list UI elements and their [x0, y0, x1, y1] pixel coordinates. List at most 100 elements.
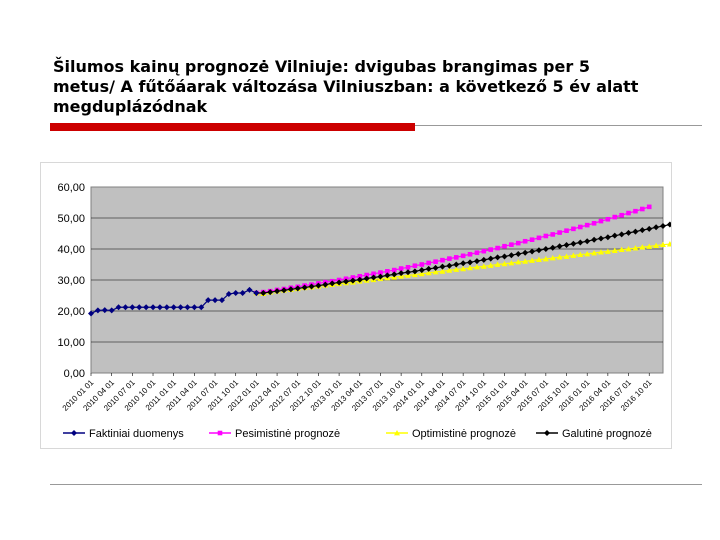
- data-point-pesimistine-prognoze: [350, 275, 356, 280]
- data-point-pesimistine-prognoze: [357, 273, 363, 279]
- data-point-faktiniai-duomenys: [198, 304, 205, 311]
- data-point-pesimistine-prognoze: [612, 214, 618, 220]
- data-point-optimistine-prognoze: [508, 259, 515, 266]
- y-tick-label: 40,00: [57, 244, 85, 256]
- accent-bar: [50, 123, 415, 131]
- data-point-pesimistine-prognoze: [412, 263, 418, 269]
- data-point-galutine-prognoze: [494, 254, 501, 261]
- data-point-pesimistine-prognoze: [405, 264, 411, 270]
- data-point-faktiniai-duomenys: [88, 310, 94, 317]
- data-point-optimistine-prognoze: [529, 257, 536, 263]
- data-point-galutine-prognoze: [591, 236, 598, 243]
- data-point-galutine-prognoze: [308, 283, 315, 290]
- data-point-pesimistine-prognoze: [515, 240, 521, 246]
- y-tick-label: 0,00: [64, 368, 85, 380]
- data-point-galutine-prognoze: [301, 284, 308, 291]
- data-point-optimistine-prognoze: [660, 241, 666, 248]
- data-point-pesimistine-prognoze: [460, 253, 466, 259]
- data-point-galutine-prognoze: [542, 246, 549, 252]
- data-point-galutine-prognoze: [515, 250, 522, 257]
- data-point-galutine-prognoze: [370, 274, 377, 281]
- data-point-galutine-prognoze: [522, 249, 529, 256]
- data-point-optimistine-prognoze: [570, 252, 577, 258]
- data-point-pesimistine-prognoze: [591, 220, 597, 226]
- data-point-galutine-prognoze: [604, 234, 611, 241]
- data-point-galutine-prognoze: [287, 286, 294, 293]
- data-point-faktiniai-duomenys: [94, 307, 101, 314]
- data-point-galutine-prognoze: [646, 225, 653, 232]
- data-point-optimistine-prognoze: [639, 244, 646, 250]
- legend-label-pesimistine-prognoze: Pesimistinė prognozė: [235, 428, 340, 440]
- slide-title: Šilumos kainų prognozė Vilniuje: dviguba…: [53, 57, 639, 116]
- data-point-galutine-prognoze: [563, 241, 570, 248]
- data-point-optimistine-prognoze: [632, 245, 639, 251]
- data-point-galutine-prognoze: [611, 232, 618, 239]
- data-point-galutine-prognoze: [549, 244, 556, 251]
- data-point-galutine-prognoze: [460, 260, 467, 267]
- data-point-optimistine-prognoze: [453, 266, 460, 272]
- data-point-optimistine-prognoze: [611, 247, 618, 253]
- data-point-galutine-prognoze: [322, 281, 329, 288]
- data-point-galutine-prognoze: [398, 270, 405, 277]
- y-tick-label: 50,00: [57, 213, 85, 225]
- data-point-optimistine-prognoze: [411, 271, 418, 278]
- data-point-pesimistine-prognoze: [364, 272, 369, 278]
- data-point-galutine-prognoze: [411, 268, 418, 275]
- data-point-galutine-prognoze: [584, 238, 591, 245]
- data-point-pesimistine-prognoze: [426, 260, 431, 266]
- data-point-galutine-prognoze: [329, 280, 336, 287]
- legend-label-galutine-prognoze: Galutinė prognozė: [562, 428, 652, 440]
- data-point-pesimistine-prognoze: [419, 262, 425, 267]
- chart-frame: 0,00 10,00 20,00 30,00 40,00 50,00 60,00 2010 0…: [40, 162, 672, 449]
- legend-marker-galutine-prognoze: [544, 430, 550, 436]
- data-point-faktiniai-duomenys: [177, 304, 184, 311]
- data-point-faktiniai-duomenys: [191, 304, 198, 311]
- data-point-galutine-prognoze: [625, 229, 632, 236]
- data-point-pesimistine-prognoze: [605, 216, 611, 222]
- data-point-galutine-prognoze: [294, 285, 301, 292]
- data-point-optimistine-prognoze: [494, 261, 501, 267]
- data-point-optimistine-prognoze: [446, 267, 453, 273]
- data-point-optimistine-prognoze: [425, 269, 432, 276]
- data-point-optimistine-prognoze: [522, 258, 529, 264]
- data-point-galutine-prognoze: [660, 223, 666, 230]
- footer-rule: [50, 484, 702, 485]
- data-point-optimistine-prognoze: [542, 255, 549, 262]
- data-point-optimistine-prognoze: [480, 263, 487, 269]
- data-point-pesimistine-prognoze: [453, 255, 459, 260]
- data-point-pesimistine-prognoze: [543, 233, 549, 239]
- data-point-galutine-prognoze: [453, 261, 460, 268]
- data-point-faktiniai-duomenys: [108, 307, 115, 314]
- data-point-faktiniai-duomenys: [129, 304, 136, 311]
- data-point-pesimistine-prognoze: [385, 269, 390, 274]
- data-point-faktiniai-duomenys: [232, 290, 239, 297]
- data-point-galutine-prognoze: [260, 290, 267, 297]
- data-point-faktiniai-duomenys: [170, 304, 177, 311]
- data-point-pesimistine-prognoze: [522, 238, 528, 244]
- data-point-pesimistine-prognoze: [584, 222, 590, 228]
- data-point-optimistine-prognoze: [577, 251, 584, 257]
- data-point-galutine-prognoze: [618, 231, 625, 238]
- data-point-galutine-prognoze: [577, 239, 584, 246]
- data-point-galutine-prognoze: [342, 278, 349, 285]
- data-point-pesimistine-prognoze: [371, 271, 376, 277]
- y-tick-label: 30,00: [57, 275, 85, 287]
- data-point-optimistine-prognoze: [556, 254, 563, 260]
- data-point-faktiniai-duomenys: [163, 304, 170, 311]
- data-point-galutine-prognoze: [336, 279, 343, 286]
- data-point-optimistine-prognoze: [460, 265, 467, 272]
- data-point-galutine-prognoze: [391, 271, 398, 278]
- data-point-galutine-prognoze: [467, 259, 474, 266]
- data-point-optimistine-prognoze: [467, 264, 474, 271]
- data-point-optimistine-prognoze: [666, 241, 671, 247]
- data-point-pesimistine-prognoze: [536, 235, 542, 241]
- data-point-pesimistine-prognoze: [640, 206, 645, 212]
- data-point-faktiniai-duomenys: [239, 290, 246, 297]
- data-point-faktiniai-duomenys: [143, 304, 150, 311]
- data-point-galutine-prognoze: [666, 221, 671, 228]
- data-point-galutine-prognoze: [267, 289, 274, 296]
- legend-label-optimistine-prognoze: Optimistinė prognozė: [412, 428, 516, 440]
- data-point-pesimistine-prognoze: [502, 243, 507, 249]
- data-point-optimistine-prognoze: [604, 248, 611, 254]
- data-point-pesimistine-prognoze: [557, 230, 562, 235]
